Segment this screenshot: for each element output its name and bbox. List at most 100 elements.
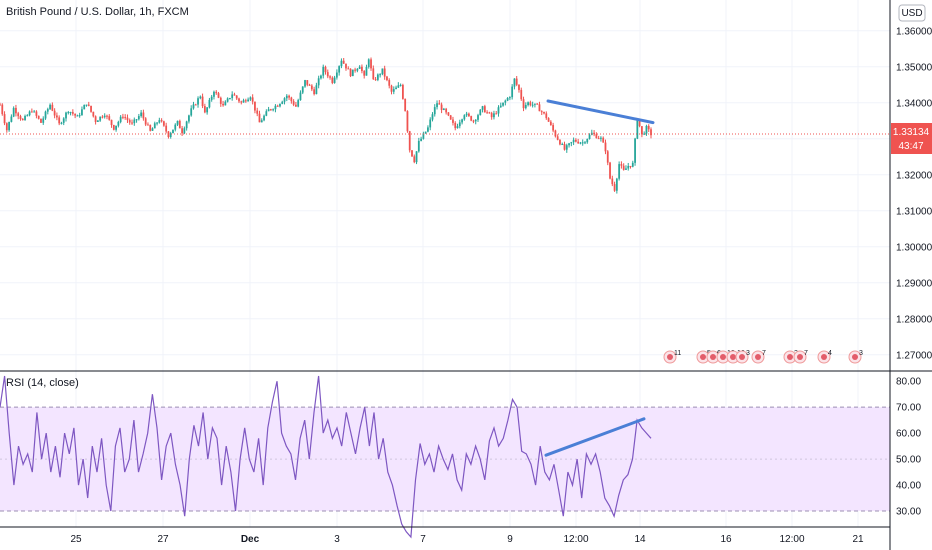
candle-body	[62, 118, 65, 123]
candle-body	[128, 120, 131, 123]
candle-body	[347, 68, 350, 70]
candle-body	[445, 108, 448, 113]
candle-body	[292, 101, 295, 105]
candle-body	[397, 85, 400, 88]
candle-body	[568, 143, 570, 146]
candle-body	[449, 115, 452, 120]
time-tick-label: 7	[420, 534, 426, 545]
candle-body	[222, 103, 224, 106]
candle-body	[51, 104, 54, 111]
candle-body	[333, 77, 336, 83]
candle-body	[10, 116, 13, 122]
price-trendline[interactable]	[546, 99, 655, 125]
price-tick-label: 1.30000	[896, 242, 932, 253]
candle-body	[90, 105, 92, 112]
candle-body	[0, 104, 1, 106]
candle-body	[176, 120, 179, 125]
candle-body	[65, 112, 67, 119]
rsi-tick-label: 70.00	[896, 403, 921, 414]
candle-body	[126, 117, 129, 121]
candle-countdown: 43:47	[898, 141, 923, 152]
candle-body	[181, 128, 183, 134]
candle-body	[140, 112, 143, 117]
price-tick-label: 1.31000	[896, 206, 932, 217]
event-flag-dot	[755, 354, 761, 360]
candle-body	[458, 122, 461, 127]
candle-body	[156, 122, 158, 124]
candle-body	[188, 115, 190, 122]
time-tick-label: 3	[334, 534, 340, 545]
event-flag-dot	[797, 354, 803, 360]
price-tick-label: 1.27000	[896, 350, 932, 361]
candle-body	[586, 138, 589, 143]
candle-body	[625, 168, 627, 170]
rsi-trendline[interactable]	[544, 417, 646, 457]
candle-body	[203, 106, 206, 113]
candle-body	[618, 164, 621, 179]
candle-body	[85, 104, 88, 106]
candle-body	[249, 97, 252, 100]
price-tick-label: 1.34000	[896, 98, 932, 109]
candle-body	[21, 118, 24, 121]
candle-body	[461, 119, 463, 123]
candle-body	[481, 106, 484, 110]
event-flag-dot	[730, 354, 736, 360]
candle-body	[502, 102, 504, 106]
last-price-value: 1.33134	[893, 127, 930, 138]
event-flag-dot	[667, 354, 673, 360]
event-count: 4	[828, 350, 832, 357]
candle-body	[92, 111, 95, 117]
candle-body	[647, 125, 650, 130]
candle-body	[495, 113, 498, 115]
candle-body	[565, 145, 568, 150]
candle-body	[24, 116, 26, 121]
candle-body	[556, 136, 559, 140]
candle-body	[69, 112, 72, 114]
candle-body	[306, 80, 309, 85]
rsi-axis-labels: 80.00 70.00 60.00 50.00 40.00 30.00	[896, 377, 921, 518]
candle-body	[197, 98, 199, 105]
candle-body	[158, 120, 161, 123]
candle-body	[142, 112, 145, 119]
candle-body	[149, 124, 152, 131]
event-flag-dot	[787, 354, 793, 360]
candle-body	[99, 116, 102, 121]
candle-body	[76, 115, 79, 117]
candle-body	[452, 119, 454, 123]
candle-body	[499, 105, 502, 108]
candle-body	[572, 139, 575, 143]
candle-body	[611, 178, 614, 185]
candle-body	[447, 112, 450, 116]
currency-button[interactable]	[898, 4, 926, 22]
candle-body	[524, 105, 527, 109]
candle-body	[436, 103, 438, 108]
currency-label: USD	[901, 8, 922, 19]
candle-body	[315, 85, 318, 95]
candle-body	[238, 98, 240, 102]
candle-body	[638, 119, 641, 127]
candle-body	[194, 104, 197, 106]
economic-events[interactable]: 11561216372743	[663, 350, 863, 364]
candle-body	[636, 119, 639, 139]
candle-body	[490, 113, 493, 118]
candle-body	[563, 144, 566, 150]
candle-body	[645, 125, 648, 134]
event-count: 3	[859, 350, 863, 357]
candle-body	[431, 114, 434, 120]
candle-body	[53, 110, 56, 116]
candle-body	[37, 115, 40, 119]
candle-body	[349, 68, 352, 77]
candle-body	[78, 115, 81, 117]
candle-body	[5, 123, 8, 131]
candle-body	[119, 116, 122, 122]
event-flag-dot	[821, 354, 827, 360]
candle-body	[522, 99, 525, 109]
price-tick-label: 1.32000	[896, 170, 932, 181]
candle-body	[345, 63, 347, 69]
candle-body	[367, 59, 370, 67]
candle-body	[256, 110, 259, 114]
candle-body	[335, 72, 338, 78]
candle-body	[588, 134, 591, 139]
candle-body	[108, 116, 111, 120]
